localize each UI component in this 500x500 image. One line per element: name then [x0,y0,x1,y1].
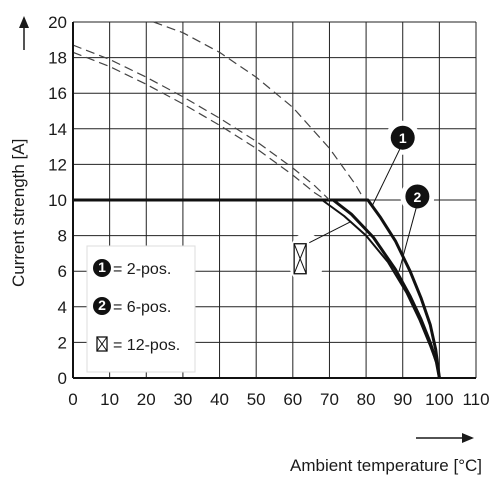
y-tick-label: 16 [48,84,67,103]
series-line-4 [153,21,363,197]
annotations: 12 [288,120,435,285]
legend-symbol-2: 2 [93,297,111,315]
annotation-symbol-1: 1 [390,125,415,150]
x-tick-label: 40 [210,390,229,409]
y-tick-label: 18 [48,49,67,68]
y-axis-title: Current strength [A] [9,139,28,287]
x-tick-label: 0 [68,390,77,409]
series-line-6 [72,51,327,201]
x-tick-label: 30 [173,390,192,409]
y-tick-label: 14 [48,120,67,139]
x-tick-label: 10 [100,390,119,409]
legend-symbol-1-number: 1 [98,259,106,275]
annotation-symbol-box-x [293,243,307,275]
y-tick-label: 10 [48,191,67,210]
x-tick-label: 110 [462,390,489,409]
annotation-symbol-2-disc [405,184,430,209]
series-line-3 [73,199,441,379]
annotation-box-x-icon [288,232,325,285]
x-tick-label: 60 [283,390,302,409]
x-tick-label: 90 [393,390,412,409]
legend-entry-text: = 2-pos. [113,261,171,278]
annotation-symbol-2: 2 [405,184,430,209]
y-tick-label: 4 [58,298,67,317]
y-tick-label: 6 [58,262,67,281]
annotation-1: 1 [385,120,420,155]
y-tick-label: 12 [48,155,67,174]
annotation-2: 2 [400,179,435,214]
series-line-5 [72,44,330,201]
legend-entry-text: = 6-pos. [113,299,171,316]
annotation-leader-line [309,220,352,244]
annotation-symbol-1-number: 1 [399,130,407,146]
legend-symbol-1: 1 [93,259,111,277]
annotation-leader-line [398,203,418,272]
x-tick-label: 20 [137,390,156,409]
legend-entry-text: = 12-pos. [113,337,180,354]
annotation-symbol-2-number: 2 [413,189,421,205]
x-tick-label: 100 [425,390,453,409]
annotation-leader-line [371,142,404,208]
legend: 1 = 2-pos. 2 = 6-pos. = 12-pos. [86,245,196,373]
annotation-symbol-1-disc [390,125,415,150]
y-tick-label: 20 [48,13,67,32]
legend-symbol-1-disc [93,259,111,277]
x-tick-label: 70 [320,390,339,409]
y-tick-label: 8 [58,227,67,246]
axes [72,22,476,379]
legend-symbol-box-x-icon [96,336,108,352]
x-axis-title: Ambient temperature [°C] [290,456,482,475]
tick-labels: 0 10 20 30 40 50 60 70 80 90 100 110024681012141618… [48,13,489,409]
x-tick-label: 50 [247,390,266,409]
y-tick-label: 0 [58,369,67,388]
legend-symbol-2-disc [93,297,111,315]
legend-symbol-2-number: 2 [98,297,106,313]
x-tick-label: 80 [357,390,376,409]
y-tick-label: 2 [58,333,67,352]
